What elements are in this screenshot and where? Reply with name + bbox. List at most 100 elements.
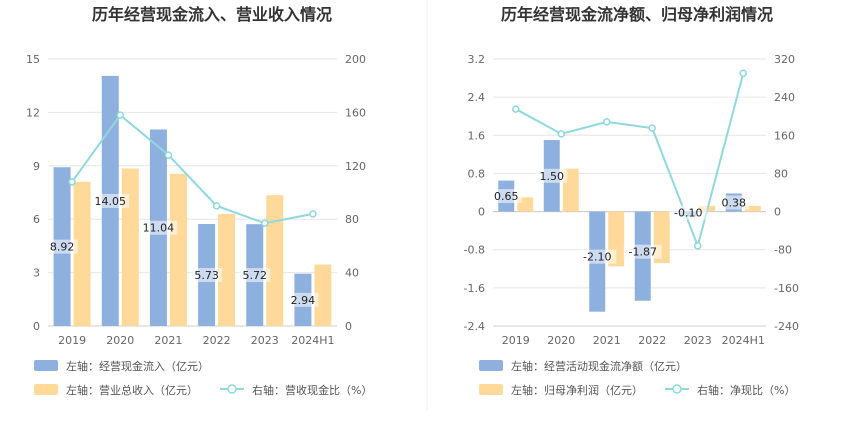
x-tick-label: 2019 <box>58 334 86 347</box>
data-label-bg <box>190 268 223 283</box>
data-label-bg <box>718 195 750 210</box>
bar-secondary <box>314 264 332 326</box>
chart-title: 历年经营现金流入、营业收入情况 <box>92 5 332 24</box>
y-left-tick-label: -2.4 <box>464 320 485 333</box>
data-label: 0.38 <box>722 197 747 210</box>
y-right-tick-label: 40 <box>345 267 359 280</box>
y-left-tick-label: 3 <box>33 267 40 280</box>
y-left-tick-label: 0.8 <box>468 167 486 180</box>
legend-swatch-primary <box>34 360 58 371</box>
data-label-bg <box>46 239 78 254</box>
legend-label: 左轴：经营现金流入（亿元） <box>66 359 209 373</box>
y-left-tick-label: 12 <box>26 106 40 119</box>
x-tick-label: 2024H1 <box>291 334 334 347</box>
data-label: 8.92 <box>50 241 75 254</box>
chart-1: 历年经营现金流入、营业收入情况 0 0 3 40 6 80 9 120 12 160 15 200 201… <box>26 5 372 397</box>
bar-secondary <box>266 195 284 326</box>
y-left-tick-label: 15 <box>26 53 40 66</box>
y-right-tick-label: 200 <box>345 53 366 66</box>
bar-secondary <box>744 205 761 212</box>
y-left-tick-label: 9 <box>33 160 40 173</box>
y-left-tick-label: 6 <box>33 213 40 226</box>
data-label-bg <box>287 292 319 307</box>
y-right-tick-label: -160 <box>774 282 799 295</box>
legend-label: 右轴：净现比（%） <box>697 383 795 397</box>
data-label: 0.65 <box>494 190 519 203</box>
x-tick-label: 2020 <box>106 334 134 347</box>
line-point <box>694 242 702 250</box>
x-tick-label: 2022 <box>638 334 666 347</box>
chart-2: 历年经营现金流净额、归母净利润情况 -2.4 -240 -1.6 -160 -0.8 -80… <box>464 5 799 397</box>
y-right-tick-label: 160 <box>345 106 366 119</box>
legend-line-marker <box>672 384 682 394</box>
line-point <box>557 130 565 138</box>
legend-swatch-primary <box>479 360 503 371</box>
data-label-bg <box>490 189 522 204</box>
legend-label: 左轴：归母净利润（亿元） <box>511 383 643 397</box>
line-point <box>68 178 76 186</box>
y-right-tick-label: 320 <box>774 53 795 66</box>
data-label: 5.73 <box>194 269 219 282</box>
y-right-tick-label: 80 <box>345 213 359 226</box>
legend-label: 左轴：营业总收入（亿元） <box>66 383 198 397</box>
x-tick-label: 2021 <box>154 334 182 347</box>
data-label-bg <box>578 249 617 264</box>
chart-title: 历年经营现金流净额、归母净利润情况 <box>501 5 773 24</box>
y-left-tick-label: 0 <box>478 206 485 219</box>
data-label: 1.50 <box>540 170 565 183</box>
data-label-bg <box>139 220 178 235</box>
data-label: -2.10 <box>583 251 611 264</box>
data-label: -0.10 <box>674 207 702 220</box>
data-label: 11.04 <box>143 222 175 235</box>
legend-line-marker <box>227 384 237 394</box>
data-label-bg <box>623 244 662 259</box>
data-label-bg <box>669 205 708 220</box>
x-tick-label: 2019 <box>502 334 530 347</box>
line-point <box>261 219 269 227</box>
data-label: 5.72 <box>243 269 268 282</box>
y-left-tick-label: -1.6 <box>464 282 485 295</box>
legend-label: 右轴：营收现金比（%） <box>252 383 372 397</box>
line-point <box>512 105 520 113</box>
line-point <box>164 151 173 159</box>
line-point <box>309 210 317 218</box>
legend-swatch-secondary <box>479 384 503 395</box>
x-tick-label: 2022 <box>203 334 231 347</box>
x-tick-label: 2023 <box>251 334 279 347</box>
line-point <box>116 111 124 119</box>
bar-secondary <box>218 213 236 326</box>
y-right-tick-label: 80 <box>774 167 788 180</box>
y-right-tick-label: 0 <box>345 320 352 333</box>
y-right-tick-label: 0 <box>774 206 781 219</box>
data-label: 14.05 <box>95 195 127 208</box>
series-line <box>71 113 314 225</box>
y-left-tick-label: 1.6 <box>468 129 486 142</box>
y-right-tick-label: 240 <box>774 91 795 104</box>
x-tick-label: 2020 <box>547 334 575 347</box>
y-left-tick-label: 3.2 <box>468 53 486 66</box>
line-point <box>648 124 656 132</box>
data-label-bg <box>239 268 271 283</box>
data-label: -1.87 <box>629 246 657 259</box>
y-right-tick-label: -80 <box>774 244 792 257</box>
line-point <box>739 69 747 78</box>
y-left-tick-label: -0.8 <box>464 244 485 257</box>
y-right-tick-label: 120 <box>345 160 366 173</box>
y-left-tick-label: 0 <box>33 320 40 333</box>
legend-label: 左轴：经营活动现金流净额（亿元） <box>511 359 687 373</box>
bar-secondary <box>121 168 139 326</box>
bar-secondary <box>169 173 187 326</box>
line-point <box>603 118 611 126</box>
data-label-bg <box>536 168 568 183</box>
x-tick-label: 2024H1 <box>722 334 765 347</box>
y-right-tick-label: -240 <box>774 320 799 333</box>
x-tick-label: 2021 <box>593 334 621 347</box>
bar-secondary <box>73 181 91 326</box>
x-tick-label: 2023 <box>684 334 712 347</box>
data-label-bg <box>91 193 130 208</box>
data-label: 2.94 <box>291 294 316 307</box>
legend-swatch-secondary <box>34 384 58 395</box>
line-point <box>212 202 221 210</box>
